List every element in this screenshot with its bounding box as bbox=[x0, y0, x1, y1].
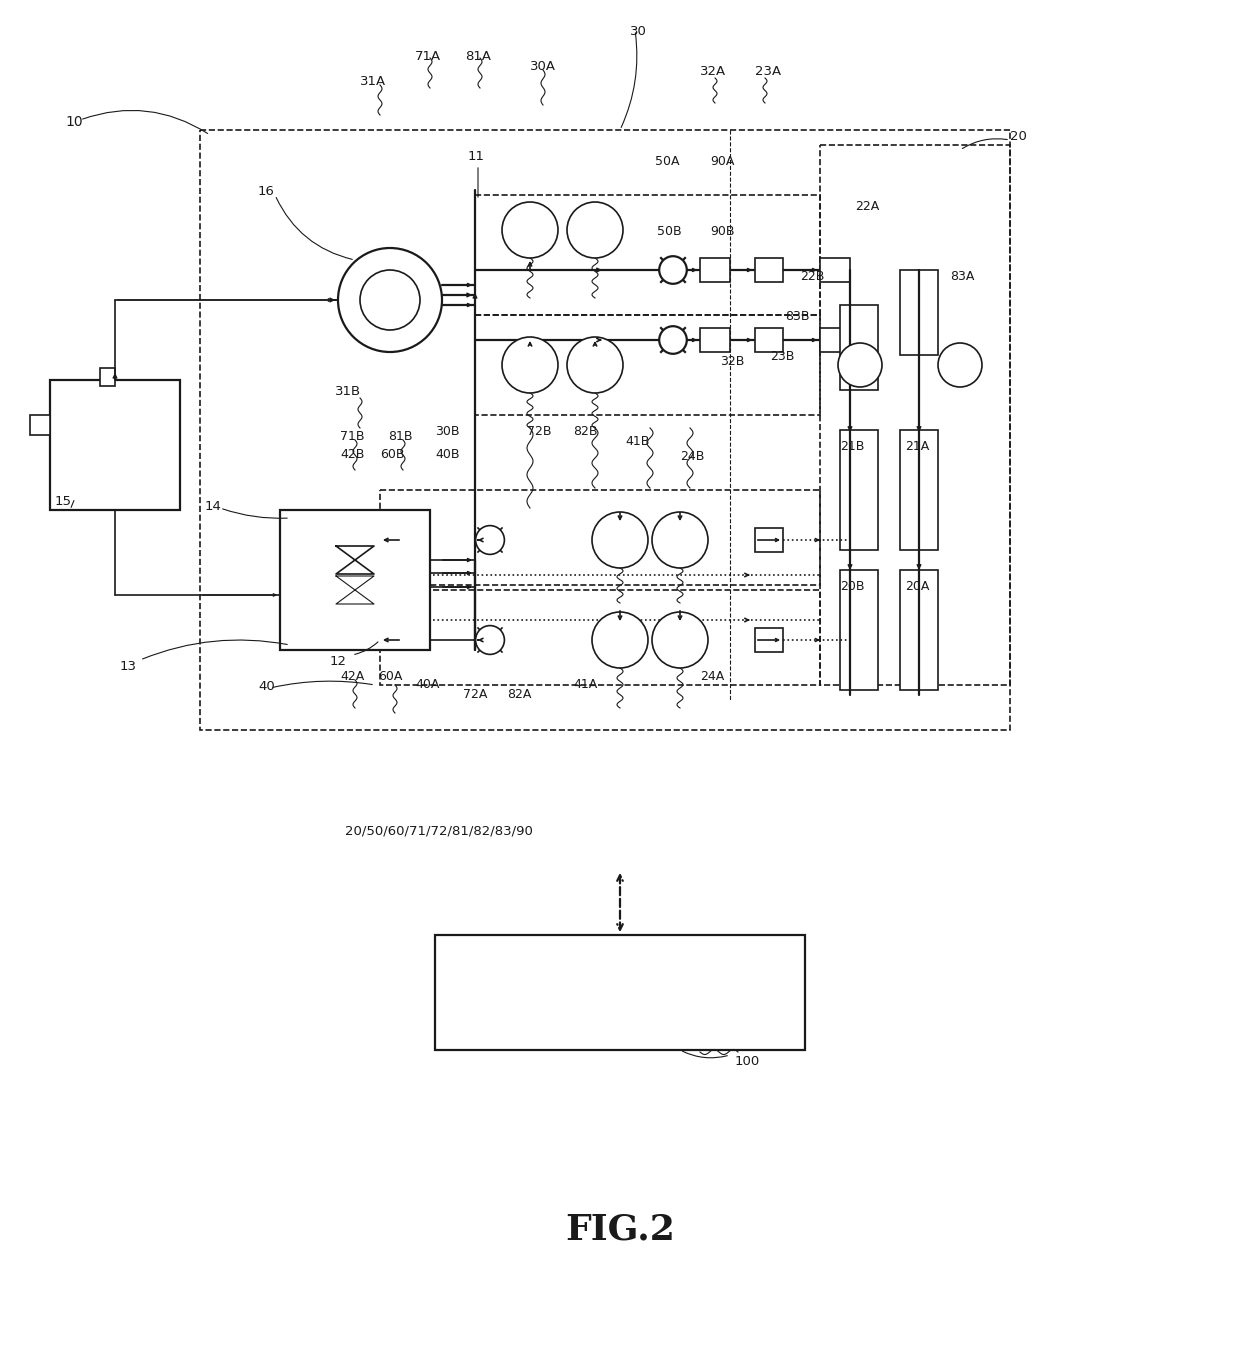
Text: 50B: 50B bbox=[657, 225, 682, 238]
Circle shape bbox=[476, 526, 505, 555]
Text: 90A: 90A bbox=[711, 154, 734, 168]
Circle shape bbox=[360, 270, 420, 331]
Text: 42B: 42B bbox=[340, 448, 365, 460]
Text: 23B: 23B bbox=[770, 350, 795, 363]
Circle shape bbox=[937, 343, 982, 387]
Text: 30: 30 bbox=[630, 25, 647, 38]
Text: 82A: 82A bbox=[507, 688, 532, 701]
Bar bbox=[755, 628, 782, 652]
Circle shape bbox=[652, 612, 708, 668]
Text: 23A: 23A bbox=[755, 66, 781, 78]
Text: 60A: 60A bbox=[378, 669, 402, 683]
Text: 21B: 21B bbox=[839, 440, 864, 454]
Text: 13: 13 bbox=[120, 660, 136, 673]
Text: 40: 40 bbox=[258, 680, 275, 693]
Text: 40B: 40B bbox=[435, 448, 460, 460]
Text: 30A: 30A bbox=[529, 60, 556, 72]
Text: 90B: 90B bbox=[711, 225, 734, 238]
Bar bbox=[839, 570, 878, 690]
Bar bbox=[100, 367, 115, 387]
Text: 32B: 32B bbox=[720, 355, 744, 367]
Text: FIG.2: FIG.2 bbox=[565, 1213, 675, 1247]
Bar bbox=[378, 281, 428, 318]
Circle shape bbox=[660, 326, 687, 354]
Circle shape bbox=[660, 257, 687, 284]
Text: 12: 12 bbox=[330, 656, 347, 668]
Text: 22B: 22B bbox=[800, 270, 825, 283]
Text: 24B: 24B bbox=[680, 449, 704, 463]
Circle shape bbox=[476, 626, 505, 654]
Circle shape bbox=[502, 202, 558, 258]
Bar bbox=[900, 570, 937, 690]
Bar bbox=[475, 195, 820, 316]
Circle shape bbox=[591, 512, 649, 568]
Text: 82B: 82B bbox=[573, 425, 598, 438]
Text: 10: 10 bbox=[64, 115, 83, 128]
Text: 72A: 72A bbox=[463, 688, 487, 701]
Text: 50A: 50A bbox=[655, 154, 680, 168]
Text: 83B: 83B bbox=[785, 310, 810, 322]
Text: 100: 100 bbox=[735, 1055, 760, 1068]
Text: 83A: 83A bbox=[950, 270, 975, 283]
Bar bbox=[755, 328, 782, 352]
Text: 15: 15 bbox=[55, 494, 72, 508]
Bar bbox=[755, 258, 782, 281]
Circle shape bbox=[591, 612, 649, 668]
Text: 72B: 72B bbox=[527, 425, 552, 438]
Bar bbox=[50, 380, 180, 510]
Text: 71A: 71A bbox=[415, 51, 441, 63]
Circle shape bbox=[652, 512, 708, 568]
Bar bbox=[30, 415, 50, 434]
Text: 32A: 32A bbox=[701, 66, 727, 78]
Text: 41B: 41B bbox=[625, 434, 650, 448]
Text: 42A: 42A bbox=[340, 669, 365, 683]
Bar bbox=[820, 328, 849, 352]
Bar bbox=[334, 574, 376, 607]
Bar bbox=[755, 529, 782, 552]
Text: 21A: 21A bbox=[905, 440, 929, 454]
Text: 81B: 81B bbox=[388, 430, 413, 443]
Bar bbox=[435, 934, 805, 1050]
Circle shape bbox=[502, 337, 558, 393]
Text: 20A: 20A bbox=[905, 581, 929, 593]
Bar bbox=[701, 258, 730, 281]
Text: 31B: 31B bbox=[335, 385, 361, 398]
Bar bbox=[475, 316, 820, 415]
Text: 41A: 41A bbox=[573, 678, 598, 691]
Text: 16: 16 bbox=[258, 184, 275, 198]
Text: 30B: 30B bbox=[435, 425, 460, 438]
Text: 31A: 31A bbox=[360, 75, 386, 87]
Bar bbox=[900, 270, 937, 355]
Text: 20B: 20B bbox=[839, 581, 864, 593]
Bar bbox=[379, 590, 820, 684]
Bar bbox=[379, 490, 820, 585]
Text: 20: 20 bbox=[1011, 130, 1027, 143]
Bar bbox=[900, 430, 937, 550]
Text: 81A: 81A bbox=[465, 51, 491, 63]
Bar bbox=[331, 541, 379, 579]
Circle shape bbox=[838, 343, 882, 387]
Bar bbox=[820, 258, 849, 281]
Text: 20/50/60/71/72/81/82/83/90: 20/50/60/71/72/81/82/83/90 bbox=[345, 825, 533, 837]
Circle shape bbox=[339, 249, 441, 352]
Text: 24A: 24A bbox=[701, 669, 724, 683]
Bar bbox=[200, 130, 1011, 729]
Circle shape bbox=[567, 337, 622, 393]
Circle shape bbox=[567, 202, 622, 258]
Bar bbox=[839, 305, 878, 391]
Text: 60B: 60B bbox=[379, 448, 404, 460]
Bar bbox=[839, 430, 878, 550]
Text: 11: 11 bbox=[467, 150, 485, 163]
Text: 22A: 22A bbox=[856, 199, 879, 213]
Text: 71B: 71B bbox=[340, 430, 365, 443]
Text: 14: 14 bbox=[205, 500, 222, 514]
Bar bbox=[701, 328, 730, 352]
Bar bbox=[280, 510, 430, 650]
Text: 40A: 40A bbox=[415, 678, 439, 691]
Bar bbox=[820, 145, 1011, 684]
